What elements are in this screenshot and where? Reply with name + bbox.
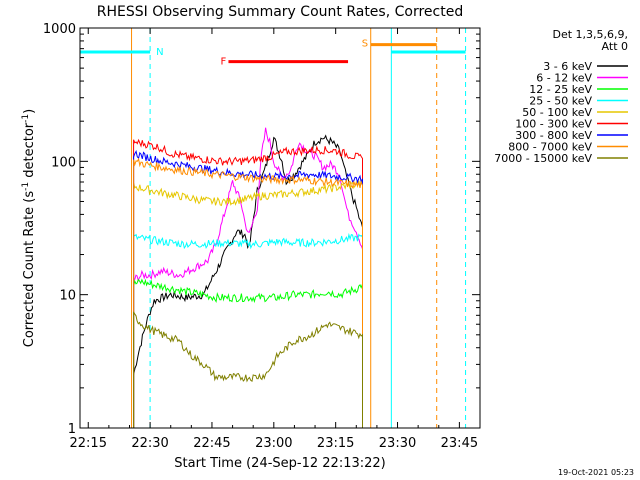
legend-label-0: 3 - 6 keV <box>543 60 592 73</box>
y-axis-label: Corrected Count Rate (s-1 detector-1) <box>21 109 37 347</box>
series-line-3 <box>133 232 363 428</box>
flag-label-N: N <box>156 47 163 58</box>
series-line-1 <box>133 127 363 428</box>
series-line-7 <box>133 157 363 428</box>
legend-label-6: 300 - 800 keV <box>515 129 592 142</box>
series-line-8 <box>133 311 363 428</box>
y-axis: 1 10 100 1000 <box>43 22 480 437</box>
plot-frame <box>79 27 481 429</box>
y-tick-label: 10 <box>59 289 76 304</box>
legend-label-3: 25 - 50 keV <box>529 95 592 108</box>
x-tick-label: 22:45 <box>193 436 230 451</box>
x-axis: 22:15 22:30 22:45 23:00 23:15 23:30 23:45 <box>70 28 481 451</box>
series-line-0 <box>133 134 363 428</box>
x-tick-label: 22:15 <box>70 436 107 451</box>
chart-title: RHESSI Observing Summary Count Rates, Co… <box>97 4 463 20</box>
y-tick-label: 1 <box>68 422 76 437</box>
x-tick-label: 22:30 <box>131 436 168 451</box>
series-line-2 <box>133 278 363 428</box>
x-axis-label: Start Time (24-Sep-12 22:13:22) <box>174 456 385 471</box>
legend-header-line2: Att 0 <box>602 40 628 53</box>
legend-label-8: 7000 - 15000 keV <box>494 152 592 165</box>
flag-label-F: F <box>220 57 226 68</box>
series-line-5 <box>133 138 363 428</box>
x-tick-label: 23:45 <box>441 436 478 451</box>
legend-label-5: 100 - 300 keV <box>515 118 592 131</box>
plot-area: N F S <box>79 28 467 428</box>
legend-label-7: 800 - 7000 keV <box>508 141 592 154</box>
legend-header-line1: Det 1,3,5,6,9, <box>552 28 628 41</box>
legend-label-2: 12 - 25 keV <box>529 83 592 96</box>
y-tick-label: 100 <box>51 155 76 170</box>
footer-date: 19-Oct-2021 05:23 <box>558 468 634 477</box>
series-line-6 <box>133 150 363 428</box>
legend-label-4: 50 - 100 keV <box>522 106 592 119</box>
y-tick-label: 1000 <box>43 22 76 37</box>
legend-label-1: 6 - 12 keV <box>536 72 592 85</box>
flag-label-S: S <box>362 39 368 50</box>
x-tick-label: 23:15 <box>317 436 354 451</box>
x-tick-label: 23:00 <box>255 436 292 451</box>
series-line-4 <box>133 178 363 428</box>
x-tick-label: 23:30 <box>379 436 416 451</box>
